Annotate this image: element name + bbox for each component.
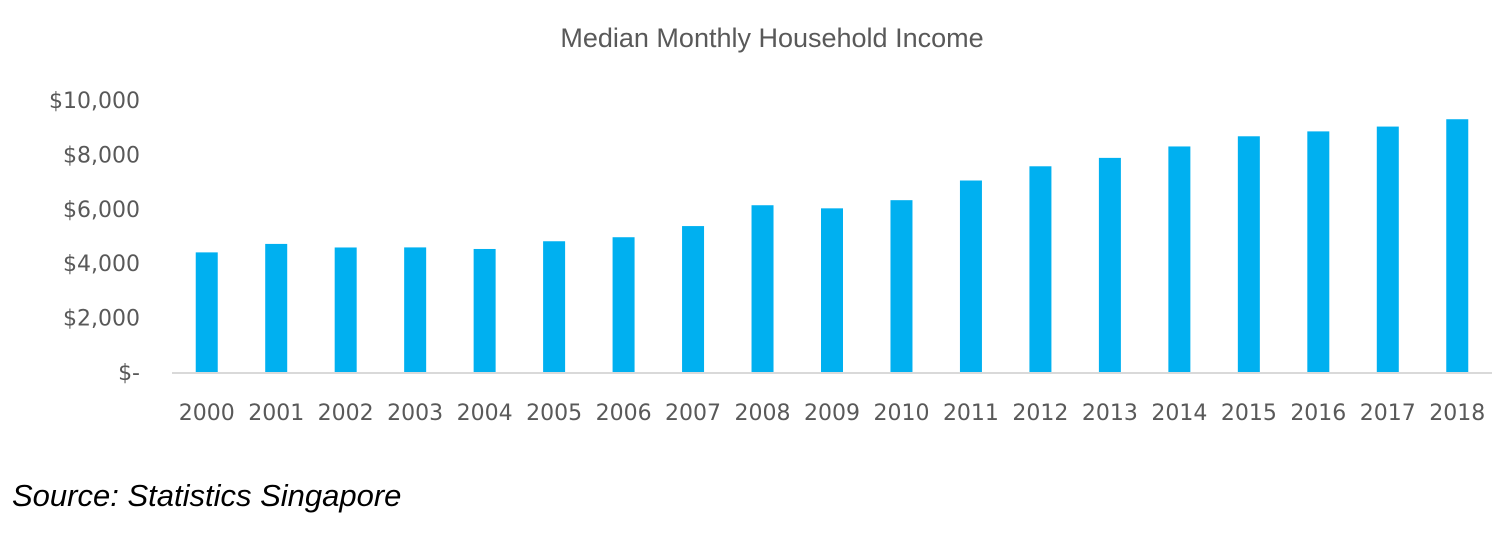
x-tick-label: 2002 bbox=[318, 401, 374, 426]
bar-2001 bbox=[265, 243, 288, 372]
x-tick-label: 2017 bbox=[1360, 401, 1416, 426]
x-tick-label: 2004 bbox=[457, 401, 513, 426]
bar-2015 bbox=[1237, 136, 1260, 372]
bar-2000 bbox=[195, 252, 218, 372]
bar-2009 bbox=[821, 208, 843, 372]
x-tick-label: 2014 bbox=[1151, 401, 1207, 426]
y-tick-label: $6,000 bbox=[63, 198, 140, 223]
x-tick-label: 2000 bbox=[179, 401, 235, 426]
y-tick-label: $8,000 bbox=[63, 143, 140, 168]
x-tick-label: 2015 bbox=[1221, 401, 1277, 426]
bar-2012 bbox=[1029, 166, 1052, 372]
bar-2002 bbox=[334, 247, 357, 372]
bar-2005 bbox=[543, 241, 566, 372]
y-tick-label: $4,000 bbox=[63, 252, 140, 277]
source-note: Source: Statistics Singapore bbox=[12, 478, 402, 513]
bar-2003 bbox=[404, 247, 427, 372]
bar-2008 bbox=[751, 205, 774, 372]
bar-2017 bbox=[1376, 126, 1399, 372]
x-tick-label: 2009 bbox=[804, 401, 860, 426]
x-tick-label: 2013 bbox=[1082, 401, 1138, 426]
bar-2007 bbox=[682, 226, 705, 372]
bar-2006 bbox=[612, 237, 635, 372]
x-tick-label: 2008 bbox=[735, 401, 791, 426]
bar-2018 bbox=[1446, 119, 1469, 372]
bar-2004 bbox=[473, 248, 496, 372]
x-tick-label: 2016 bbox=[1290, 401, 1346, 426]
bar-2010 bbox=[890, 200, 913, 372]
bar-2011 bbox=[959, 180, 982, 372]
x-tick-label: 2006 bbox=[596, 401, 652, 426]
y-axis: $- $2,000 $4,000 $6,000 $8,000 $10,000 bbox=[49, 89, 140, 386]
y-tick-label: $2,000 bbox=[63, 307, 140, 332]
bar-2013 bbox=[1098, 157, 1121, 372]
y-tick-label: $10,000 bbox=[49, 89, 140, 114]
y-tick-label: $- bbox=[118, 361, 140, 386]
bar-2014 bbox=[1168, 146, 1191, 372]
bars bbox=[195, 119, 1469, 372]
x-axis: 2000 2001 2002 2003 2004 2005 2006 2007 2008 2009… bbox=[179, 401, 1486, 426]
x-tick-label: 2005 bbox=[526, 401, 582, 426]
x-tick-label: 2010 bbox=[873, 401, 929, 426]
x-tick-label: 2012 bbox=[1012, 401, 1068, 426]
x-tick-label: 2007 bbox=[665, 401, 721, 426]
x-tick-label: 2001 bbox=[248, 401, 304, 426]
x-tick-label: 2003 bbox=[387, 401, 443, 426]
x-tick-label: 2018 bbox=[1429, 401, 1485, 426]
chart-title: Median Monthly Household Income bbox=[560, 23, 983, 53]
x-tick-label: 2011 bbox=[943, 401, 999, 426]
bar-2016 bbox=[1307, 131, 1330, 372]
